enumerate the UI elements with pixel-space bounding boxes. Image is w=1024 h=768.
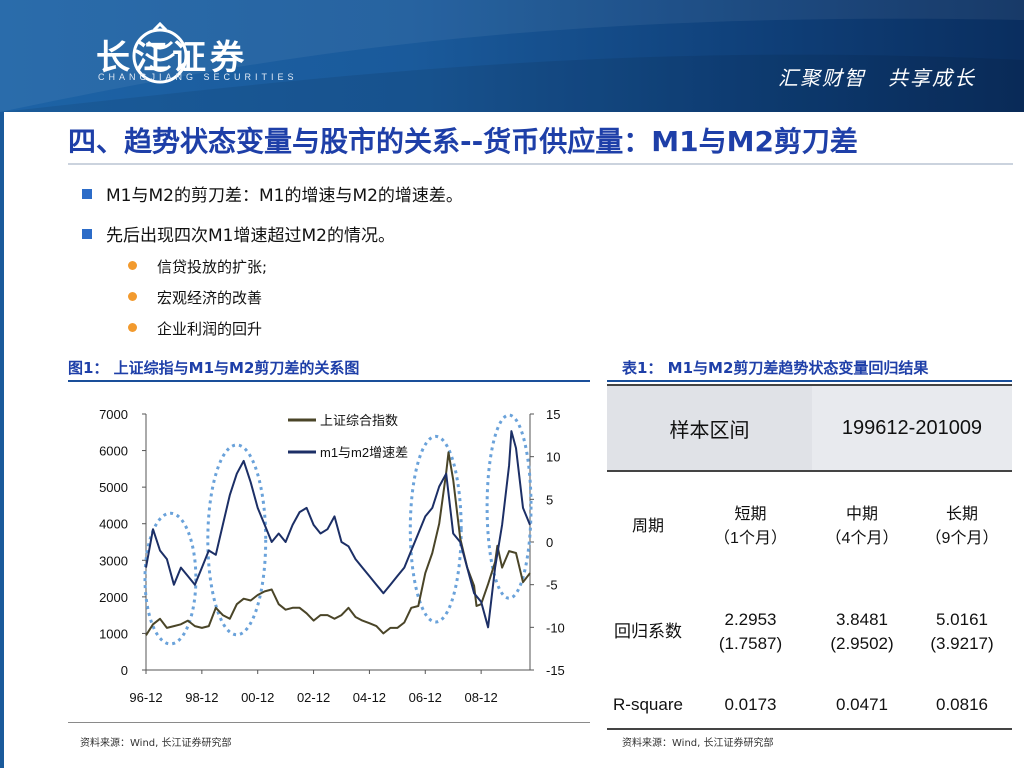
right-axis-tick-label: 0	[546, 535, 553, 550]
coef-cell: 5.0161 (3.9217)	[912, 582, 1012, 682]
period-name: 中期	[845, 506, 878, 523]
left-axis-tick-label: 4000	[99, 517, 128, 532]
left-axis-tick-label: 1000	[99, 626, 128, 641]
coef-se: (3.9217)	[930, 634, 994, 653]
r2-cell: 0.0173	[689, 682, 812, 730]
bullet-text: 信贷投放的扩张;	[157, 258, 268, 276]
left-axis-tick-label: 0	[121, 663, 128, 678]
period-sub: （1个月）	[714, 530, 787, 547]
r2-cell: 0.0471	[812, 682, 912, 730]
legend-label: m1与m2增速差	[320, 445, 408, 460]
row-label-period: 周期	[631, 518, 664, 535]
table-caption: 表1： M1与M2剪刀差趋势状态变量回归结果	[622, 359, 929, 377]
right-axis-tick-label: -10	[546, 620, 565, 635]
right-axis-tick-label: 15	[546, 407, 560, 422]
bullet-item: 先后出现四次M1增速超过M2的情况。	[82, 221, 395, 246]
right-axis-tick-label: -15	[546, 663, 565, 678]
header-wave-decoration	[0, 0, 1024, 112]
highlight-ellipse	[485, 413, 533, 600]
table-row-r2: R-square 0.0173 0.0471 0.0816	[607, 682, 1012, 730]
bullet-text: 企业利润的回升	[157, 320, 263, 338]
table-row-coef: 回归系数 2.2953 (1.7587) 3.8481 (2.9502) 5.016…	[607, 582, 1012, 682]
header-cell-range: 199612-201009	[812, 384, 1012, 472]
series-line	[145, 451, 531, 636]
coef-se: (2.9502)	[830, 634, 894, 653]
right-axis-tick-label: 10	[546, 450, 560, 465]
sub-bullet-item: 信贷投放的扩张;	[128, 256, 267, 277]
period-cell: 中期 （4个月）	[812, 471, 912, 582]
left-axis-tick-label: 7000	[99, 407, 128, 422]
period-cell: 短期 （1个月）	[689, 471, 812, 582]
left-axis-tick-label: 5000	[99, 480, 128, 495]
highlight-ellipse	[206, 443, 268, 637]
table-caption-line	[607, 380, 1012, 382]
coef-cell: 3.8481 (2.9502)	[812, 582, 912, 682]
bullet-item: M1与M2的剪刀差：M1的增速与M2的增速差。	[82, 181, 463, 206]
bullet-text: 先后出现四次M1增速超过M2的情况。	[106, 226, 395, 246]
legend-label: 上证综合指数	[320, 413, 398, 428]
r2-cell: 0.0816	[912, 682, 1012, 730]
figure-source: 资料来源：Wind, 长江证券研究部	[80, 738, 232, 749]
period-sub: （9个月）	[925, 530, 999, 547]
left-edge-stripe	[0, 112, 4, 768]
bullet-text: 宏观经济的改善	[157, 289, 263, 307]
coef-cell: 2.2953 (1.7587)	[689, 582, 812, 682]
figure-bottom-line	[68, 722, 590, 723]
figure-caption-line	[68, 380, 590, 382]
slogan: 汇聚财智 共享成长	[778, 66, 976, 90]
square-bullet-icon	[82, 189, 92, 199]
period-cell: 长期 （9个月）	[912, 471, 1012, 582]
square-bullet-icon	[82, 229, 92, 239]
row-label-r2: R-square	[607, 682, 689, 730]
x-axis-tick-label: 96-12	[129, 690, 162, 705]
figure-caption: 图1： 上证综指与M1与M2剪刀差的关系图	[68, 359, 360, 377]
coef-value: 2.2953	[724, 610, 777, 629]
row-label-coef: 回归系数	[614, 622, 682, 641]
series-line	[145, 430, 531, 629]
coef-value: 3.8481	[836, 610, 888, 629]
dot-bullet-icon	[128, 323, 137, 332]
table-source: 资料来源：Wind, 长江证券研究部	[622, 738, 774, 749]
regression-table: 样本区间 199612-201009 周期 短期 （1个月） 中期 （4个月） 长期…	[607, 384, 1012, 730]
right-axis-tick-label: -5	[546, 578, 558, 593]
dot-bullet-icon	[128, 292, 137, 301]
highlight-ellipse	[408, 434, 463, 624]
table-header-row: 样本区间 199612-201009	[607, 384, 1012, 472]
x-axis-tick-label: 04-12	[353, 690, 386, 705]
period-name: 长期	[945, 506, 978, 523]
sub-bullet-item: 企业利润的回升	[128, 318, 262, 339]
x-axis-tick-label: 02-12	[297, 690, 330, 705]
period-name: 短期	[734, 506, 767, 523]
coef-value: 5.0161	[936, 610, 988, 629]
x-axis-tick-label: 08-12	[465, 690, 498, 705]
coef-se: (1.7587)	[718, 634, 783, 653]
dot-bullet-icon	[128, 261, 137, 270]
left-axis-tick-label: 3000	[99, 553, 128, 568]
table-row-period: 周期 短期 （1个月） 中期 （4个月） 长期 （9个月）	[607, 471, 1012, 582]
x-axis-tick-label: 06-12	[409, 690, 442, 705]
header-bar: 长江证券 CHANGJIANG SECURITIES 汇聚财智 共享成长	[0, 0, 1024, 112]
period-sub: （4个月）	[825, 530, 899, 547]
bullet-text: M1与M2的剪刀差：M1的增速与M2的增速差。	[106, 186, 463, 206]
header-cell-sample: 样本区间	[607, 384, 812, 472]
x-axis-tick-label: 00-12	[241, 690, 274, 705]
slide-title: 四、趋势状态变量与股市的关系--货币供应量：M1与M2剪刀差	[68, 125, 858, 158]
sub-bullet-item: 宏观经济的改善	[128, 287, 262, 308]
right-axis-tick-label: 5	[546, 492, 553, 507]
left-axis-tick-label: 6000	[99, 444, 128, 459]
company-logo-icon	[132, 22, 188, 84]
company-name-en: CHANGJIANG SECURITIES	[98, 72, 298, 82]
left-axis-tick-label: 2000	[99, 590, 128, 605]
company-name-cn: 长江证券	[96, 38, 248, 78]
x-axis-tick-label: 98-12	[185, 690, 218, 705]
title-divider	[68, 163, 1013, 165]
highlight-ellipse	[143, 511, 198, 646]
